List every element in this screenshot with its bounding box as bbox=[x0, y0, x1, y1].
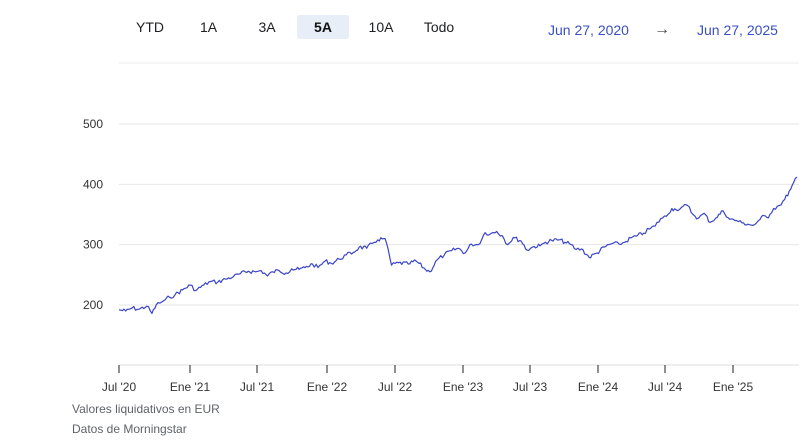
series-line bbox=[118, 176, 798, 314]
range-tab-10a[interactable]: 10A bbox=[368, 19, 394, 35]
range-tab-ytd[interactable]: YTD bbox=[136, 19, 164, 35]
y-tick-label: 500 bbox=[83, 117, 103, 131]
x-axis: Jul '20 Ene '21 Jul '21 Ene '22 Jul '22 Ene '… bbox=[102, 364, 799, 394]
currency-note: Valores liquidativos en EUR bbox=[72, 402, 220, 416]
x-tick-label: Jul '21 bbox=[240, 380, 275, 394]
y-axis: 200 300 400 500 bbox=[83, 117, 103, 312]
start-date[interactable]: Jun 27, 2020 bbox=[548, 22, 629, 38]
date-range: Jun 27, 2020 → Jun 27, 2025 bbox=[548, 21, 788, 42]
end-date[interactable]: Jun 27, 2025 bbox=[697, 22, 778, 38]
data-source: Datos de Morningstar bbox=[72, 422, 187, 436]
x-tick-label: Jul '24 bbox=[648, 380, 683, 394]
x-tick-label: Ene '23 bbox=[443, 380, 484, 394]
x-tick-label: Ene '24 bbox=[578, 380, 619, 394]
x-tick-label: Ene '22 bbox=[307, 380, 348, 394]
x-tick-label: Jul '22 bbox=[378, 380, 413, 394]
range-tab-todo[interactable]: Todo bbox=[423, 19, 455, 35]
range-tab-1a[interactable]: 1A bbox=[199, 19, 218, 35]
y-tick-label: 200 bbox=[83, 298, 103, 312]
time-range-selector: YTD 1A 3A 5A 10A Todo bbox=[120, 15, 465, 39]
x-tick-label: Jul '20 bbox=[102, 380, 137, 394]
x-tick-label: Jul '23 bbox=[513, 380, 548, 394]
range-tab-5a[interactable]: 5A bbox=[297, 15, 349, 39]
grid-lines bbox=[119, 62, 799, 306]
arrow-right-icon: → bbox=[654, 21, 670, 38]
y-tick-label: 300 bbox=[83, 238, 103, 252]
y-tick-label: 400 bbox=[83, 177, 103, 191]
x-tick-label: Ene '21 bbox=[170, 380, 211, 394]
x-tick-label: Ene '25 bbox=[713, 380, 754, 394]
range-tab-3a[interactable]: 3A bbox=[258, 19, 276, 35]
